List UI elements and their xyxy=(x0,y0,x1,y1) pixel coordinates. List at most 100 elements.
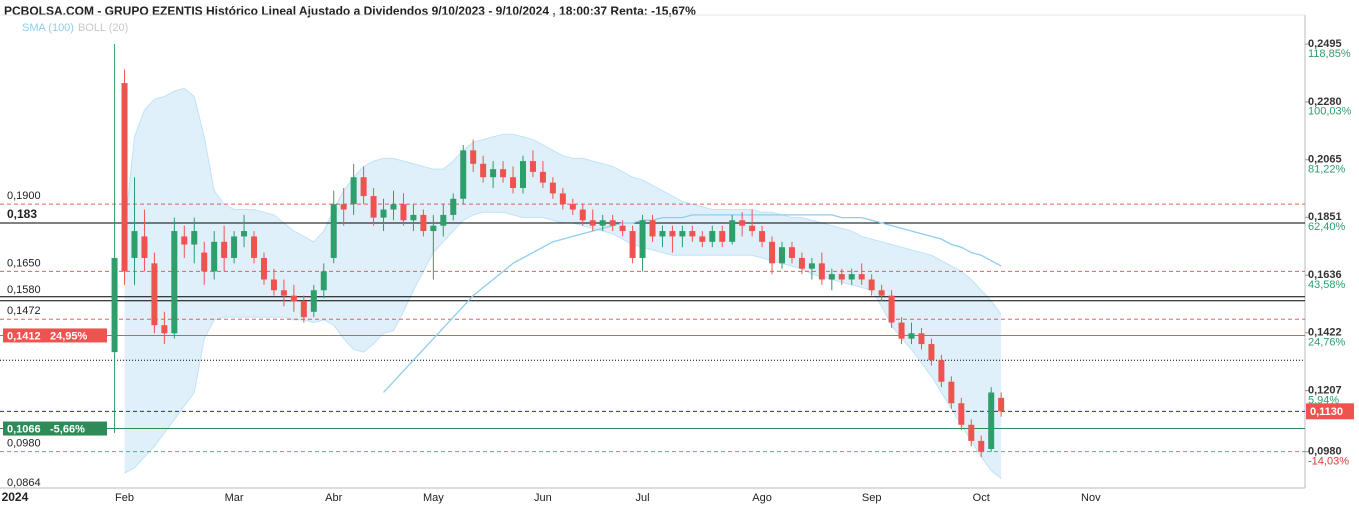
x-tick-label: Oct xyxy=(973,492,990,504)
level-box xyxy=(3,421,107,436)
candle-body xyxy=(231,236,238,258)
candle-body xyxy=(440,214,447,226)
candle-body xyxy=(938,360,945,382)
candle-body xyxy=(221,241,228,258)
candle-body xyxy=(390,204,397,210)
candle-body xyxy=(589,220,596,226)
candle-body xyxy=(948,381,955,404)
candle-body xyxy=(211,241,218,272)
candle-body xyxy=(320,271,327,291)
legend-entry: SMA (100) xyxy=(22,22,74,34)
candle-body xyxy=(808,263,815,269)
x-tick-label: Mar xyxy=(225,492,244,504)
y-tick-label: 0,0980 xyxy=(1308,446,1342,458)
candle-body xyxy=(669,231,676,237)
candle-body xyxy=(270,279,277,291)
chart-title: PCBOLSA.COM - GRUPO EZENTIS Histórico Li… xyxy=(4,4,696,18)
candle-body xyxy=(699,236,706,242)
candle-body xyxy=(350,177,357,205)
candle-body xyxy=(968,424,975,441)
y-tick-label: 0,1207 xyxy=(1308,385,1342,397)
candle-body xyxy=(659,231,666,237)
candle-body xyxy=(410,214,417,221)
level-label: 0,1472 xyxy=(7,305,41,317)
level-label: 0,183 xyxy=(7,207,37,221)
candle-body xyxy=(599,220,606,226)
y-tick-label: 0,2495 xyxy=(1308,38,1342,50)
level-label: 0,1900 xyxy=(7,190,41,202)
candle-body xyxy=(549,182,556,194)
candle-body xyxy=(619,225,626,232)
candle-body xyxy=(858,274,865,280)
y2-tick-label: 81,22% xyxy=(1308,163,1346,175)
candle-body xyxy=(480,163,487,178)
candle-body xyxy=(908,333,915,339)
x-tick-label: Abr xyxy=(325,492,342,504)
x-tick-label: Ago xyxy=(752,492,772,504)
y-tick-label: 0,1422 xyxy=(1308,327,1342,339)
candle-body xyxy=(360,177,367,197)
candle-body xyxy=(579,209,586,221)
y2-tick-label: 5,94% xyxy=(1308,394,1339,406)
candle-body xyxy=(280,290,287,296)
candle-body xyxy=(241,231,248,237)
candle-body xyxy=(639,220,646,258)
candle-body xyxy=(141,236,148,258)
level-label: 0,1412 xyxy=(7,330,41,342)
candle-body xyxy=(370,196,377,218)
legend-entry: BOLL (20) xyxy=(78,22,128,34)
candle-body xyxy=(749,225,756,232)
candle-body xyxy=(559,193,566,205)
candle-body xyxy=(739,220,746,226)
candle-body xyxy=(569,204,576,210)
candle-body xyxy=(510,177,517,189)
candle-body xyxy=(260,257,267,280)
candle-body xyxy=(400,204,407,221)
x-tick-label: Sep xyxy=(862,492,882,504)
candle-body xyxy=(609,220,616,226)
level-label: 0,0980 xyxy=(7,438,41,450)
x-tick-label: 2024 xyxy=(2,490,29,504)
candle-body xyxy=(918,333,925,345)
candle-body xyxy=(171,231,178,334)
candle-body xyxy=(420,214,427,232)
candle-body xyxy=(330,204,337,258)
candle-body xyxy=(251,236,258,258)
candle-body xyxy=(290,295,297,302)
candle-body xyxy=(310,290,317,312)
level-box xyxy=(3,328,107,343)
candle-body xyxy=(878,290,885,296)
candle-body xyxy=(201,252,208,272)
candle-body xyxy=(898,322,905,339)
candle-body xyxy=(928,344,935,361)
candle-body xyxy=(470,150,477,164)
candle-body xyxy=(111,257,118,353)
y2-tick-label: 62,40% xyxy=(1308,221,1346,233)
y2-tick-label: 100,03% xyxy=(1308,106,1352,118)
candle-body xyxy=(121,83,128,272)
y2-tick-label: -14,03% xyxy=(1308,456,1349,468)
x-tick-label: May xyxy=(423,492,444,504)
y-tick-label: 0,1636 xyxy=(1308,269,1342,281)
candle-body xyxy=(529,161,536,172)
x-tick-label: Feb xyxy=(115,492,134,504)
candle-body xyxy=(868,279,875,291)
bollinger-fill xyxy=(124,88,1002,479)
level-change: -5,66% xyxy=(50,423,85,435)
candle-body xyxy=(709,231,716,242)
candle-body xyxy=(490,169,497,178)
y2-tick-label: 24,76% xyxy=(1308,337,1346,349)
candle-body xyxy=(759,231,766,242)
candle-body xyxy=(629,231,636,258)
candle-body xyxy=(828,274,835,280)
last-price-label: 0,1130 xyxy=(1310,406,1343,418)
level-label: 0,1650 xyxy=(7,257,41,269)
candle-body xyxy=(888,295,895,323)
candle-body xyxy=(958,403,965,425)
candle-body xyxy=(838,274,845,280)
level-change: 24,95% xyxy=(50,330,88,342)
y-tick-label: 0,1851 xyxy=(1308,211,1342,223)
candle-body xyxy=(161,325,168,334)
